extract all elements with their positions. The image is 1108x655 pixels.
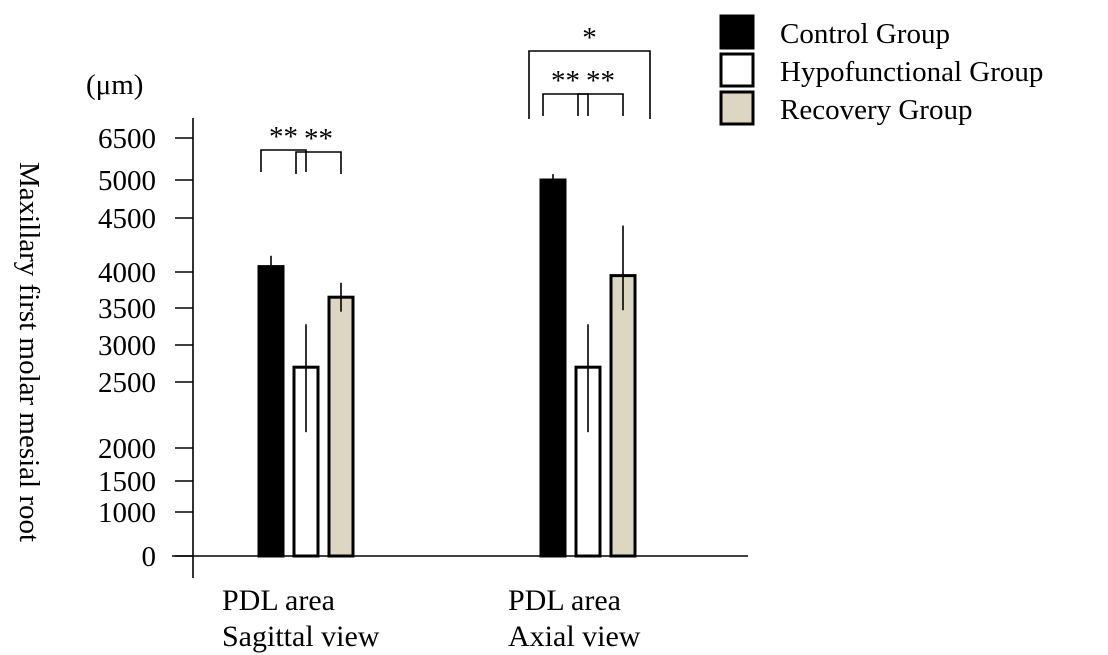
y-tick-label: 3500 bbox=[98, 293, 156, 325]
category-label: PDL area bbox=[222, 584, 335, 617]
y-tick-label: 5000 bbox=[98, 165, 156, 197]
legend-swatch bbox=[719, 52, 755, 88]
category-label: Axial view bbox=[508, 620, 641, 653]
legend-swatch bbox=[719, 14, 755, 50]
bar bbox=[609, 274, 637, 558]
significance-label: ** bbox=[551, 65, 580, 97]
y-tick-label: 1000 bbox=[98, 497, 156, 529]
y-tick-label: 3000 bbox=[98, 330, 156, 362]
bar bbox=[327, 295, 355, 558]
y-tick-label: 4500 bbox=[98, 203, 156, 235]
significance-bracket bbox=[295, 151, 342, 174]
significance-label: ** bbox=[269, 121, 298, 153]
y-tick-label: 0 bbox=[142, 541, 157, 573]
category-label: Sagittal view bbox=[222, 620, 380, 653]
y-tick-label: 2500 bbox=[98, 367, 156, 399]
significance-bracket bbox=[542, 93, 589, 116]
legend-swatch bbox=[719, 90, 755, 126]
y-tick-label: 6500 bbox=[98, 123, 156, 155]
unit-label: (μm) bbox=[86, 69, 143, 101]
bar bbox=[539, 178, 567, 558]
category-label: PDL area bbox=[508, 584, 621, 617]
bar bbox=[257, 265, 285, 558]
legend-label: Hypofunctional Group bbox=[780, 56, 1043, 88]
y-tick-label: 4000 bbox=[98, 257, 156, 289]
significance-bracket bbox=[528, 50, 651, 119]
bars bbox=[257, 178, 637, 558]
legend: Control Group Hypofunctional Group Recover… bbox=[719, 14, 1043, 126]
significance-brackets: ** **** *** bbox=[260, 22, 651, 174]
significance-label: ** bbox=[586, 65, 615, 97]
significance-label: ** bbox=[304, 123, 333, 155]
bar bbox=[292, 365, 320, 558]
y-tick-label: 1500 bbox=[98, 466, 156, 498]
legend-label: Recovery Group bbox=[780, 94, 972, 126]
y-tick-label: 2000 bbox=[98, 433, 156, 465]
significance-bracket bbox=[260, 149, 307, 172]
significance-bracket bbox=[577, 93, 624, 116]
legend-label: Control Group bbox=[780, 18, 950, 50]
significance-label: * bbox=[582, 22, 597, 54]
y-axis-label: Maxillary first molar mesial root bbox=[13, 162, 45, 542]
error-bars bbox=[270, 174, 624, 433]
